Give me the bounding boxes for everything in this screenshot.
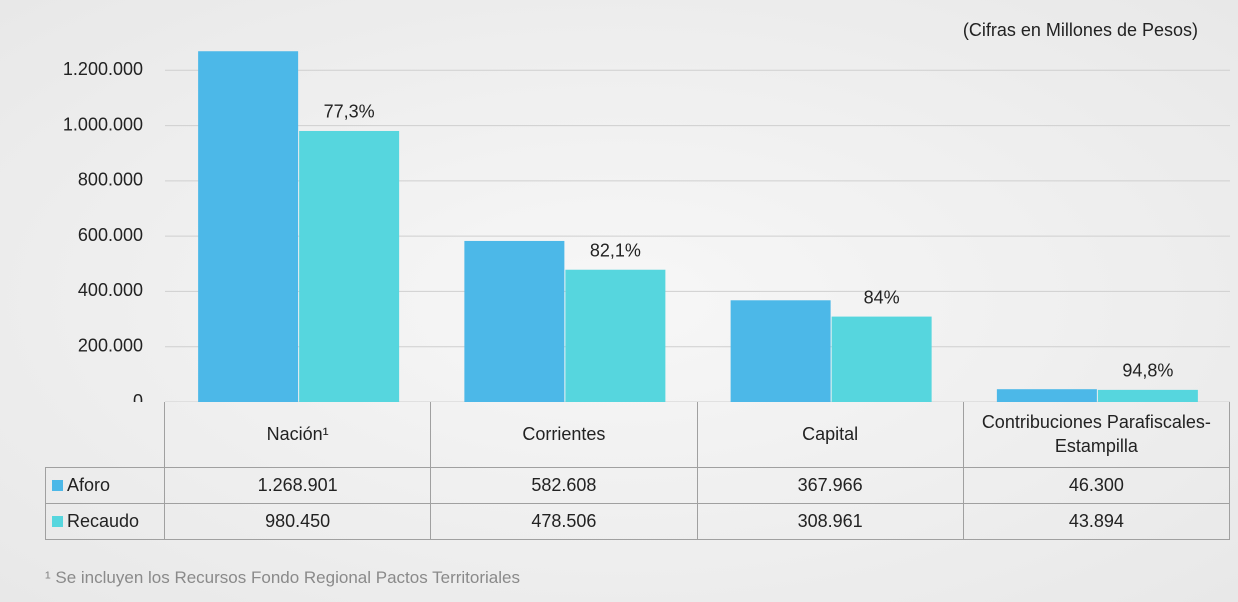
category-label: Contribuciones Parafiscales- Estampilla	[963, 402, 1230, 468]
annotation: 84%	[864, 287, 900, 307]
plot: 0 200.000 400.000 600.000 800.000 1.000.000 1.…	[63, 51, 1230, 402]
footnote: ¹ Se incluyen los Recursos Fondo Regiona…	[45, 568, 520, 587]
table-value: 367.966	[697, 468, 964, 504]
table-value: 308.961	[697, 504, 964, 540]
bar	[730, 300, 831, 402]
bar	[565, 269, 666, 402]
category-label: Corrientes	[431, 402, 698, 468]
annotation: 94,8%	[1122, 361, 1173, 381]
legend-entry: Aforo	[45, 468, 165, 504]
y-tick-label: 1.200.000	[63, 59, 143, 79]
y-tick-label: 200.000	[78, 335, 143, 355]
table-value: 46.300	[963, 468, 1230, 504]
data-table: Nación¹ Corrientes Capital Contribuciones P…	[45, 402, 1230, 540]
y-tick-label: 800.000	[78, 170, 143, 190]
annotation: 82,1%	[590, 240, 641, 260]
table-value: 478.506	[431, 504, 698, 540]
table-value: 582.608	[431, 468, 698, 504]
table-value: 1.268.901	[165, 468, 432, 504]
bar	[1097, 389, 1198, 402]
category-label: Nación¹	[165, 402, 432, 468]
table-value: 980.450	[165, 504, 432, 540]
y-tick-label: 1.000.000	[63, 114, 143, 134]
annotation: 77,3%	[324, 102, 375, 122]
bar	[996, 389, 1097, 402]
table-corner	[45, 402, 165, 468]
y-tick-label: 600.000	[78, 225, 143, 245]
bar	[299, 130, 400, 402]
legend-swatch	[52, 480, 63, 491]
legend-entry: Recaudo	[45, 504, 165, 540]
category-label: Capital	[697, 402, 964, 468]
bar	[198, 51, 299, 402]
table-value: 43.894	[963, 504, 1230, 540]
legend-label: Recaudo	[67, 511, 140, 531]
subtitle: (Cifras en Millones de Pesos)	[962, 20, 1198, 40]
bar	[464, 240, 565, 402]
y-tick-label: 0	[133, 391, 143, 402]
legend-label: Aforo	[67, 475, 111, 495]
legend-swatch	[52, 516, 63, 527]
bar	[831, 316, 932, 402]
y-tick-label: 400.000	[78, 280, 143, 300]
